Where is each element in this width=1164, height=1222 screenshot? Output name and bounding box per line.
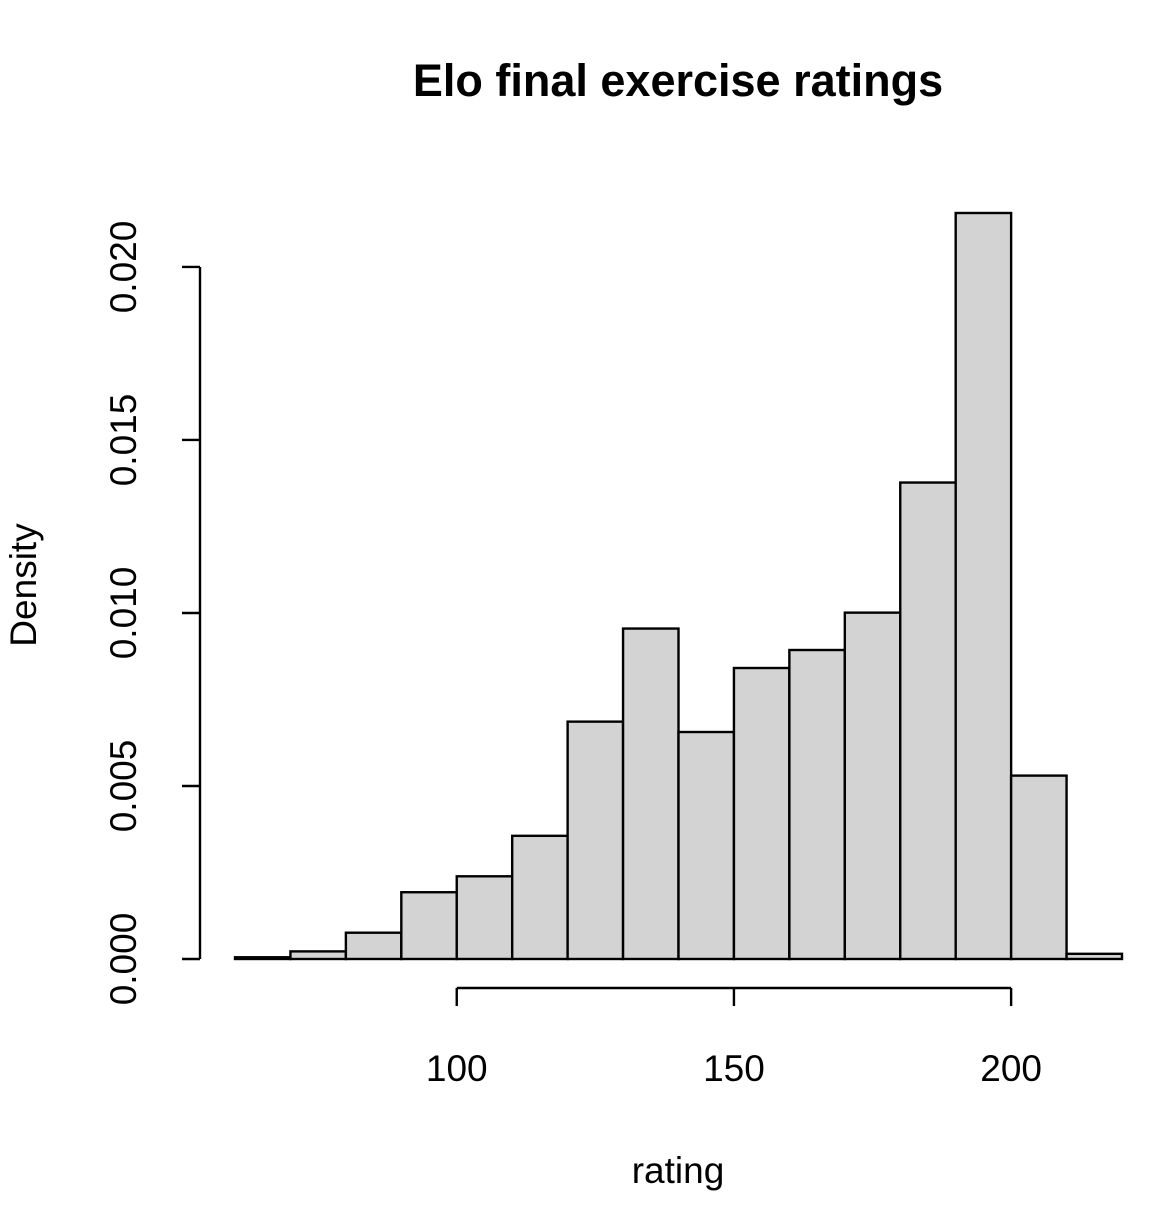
histogram-bar — [899, 481, 957, 961]
y-tick-label: 0.005 — [103, 740, 144, 833]
histogram-bar — [455, 875, 514, 961]
y-tick-label: 0.010 — [103, 567, 144, 660]
histogram-bar — [843, 611, 902, 961]
chart-title: Elo final exercise ratings — [413, 55, 943, 106]
histogram-bars — [233, 211, 1124, 961]
y-axis: 0.000 0.005 0.010 0.015 0.020 — [103, 221, 202, 1006]
histogram-bar — [233, 956, 292, 961]
histogram-bar — [289, 950, 348, 961]
histogram-bar — [732, 666, 791, 961]
y-axis-label: Density — [3, 523, 44, 647]
histogram-bar — [621, 627, 680, 961]
y-tick-label: 0.000 — [103, 913, 144, 1006]
x-axis-label: rating — [632, 1150, 725, 1191]
histogram-bar — [510, 834, 569, 961]
histogram-bar — [566, 720, 625, 961]
y-tick-label: 0.015 — [103, 394, 144, 487]
x-tick-label: 150 — [703, 1048, 765, 1089]
x-tick-label: 200 — [980, 1048, 1042, 1089]
histogram-bar — [954, 211, 1013, 961]
y-tick-label: 0.020 — [103, 221, 144, 314]
histogram-bar — [1009, 774, 1068, 961]
x-axis: 100 150 200 — [426, 986, 1042, 1089]
histogram-bar — [677, 730, 736, 961]
x-tick-label: 100 — [426, 1048, 488, 1089]
histogram-bar — [1065, 952, 1124, 961]
histogram-bar — [788, 648, 847, 961]
histogram-bar — [344, 931, 403, 961]
histogram-bar — [400, 891, 458, 961]
